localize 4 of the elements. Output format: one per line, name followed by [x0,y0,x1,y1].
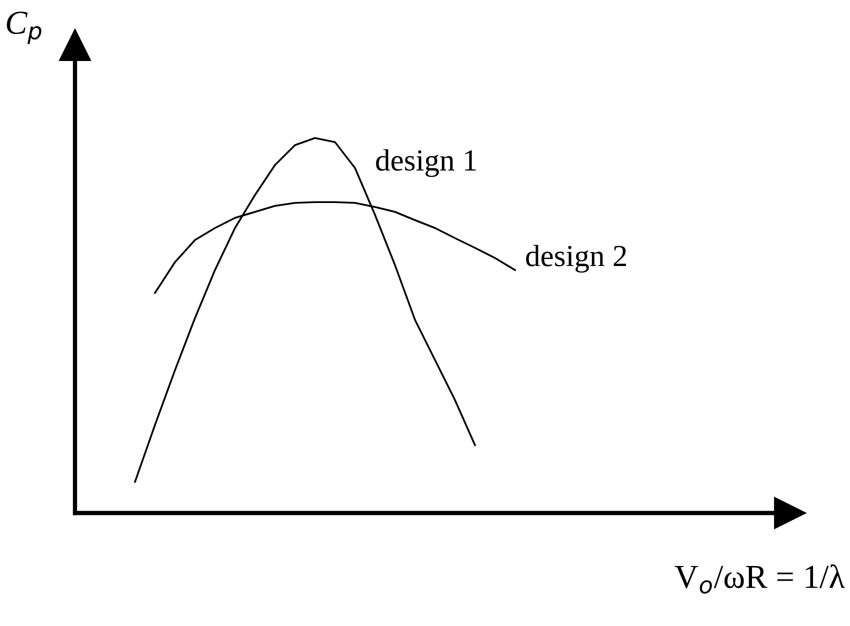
series-label: design 2 [526,244,626,273]
y-axis-title: C$_{p}$ [6,12,42,44]
series-label: design 1 [376,149,476,178]
x-axis-title: V$_{o}$/ωR = 1/λ [674,564,845,594]
